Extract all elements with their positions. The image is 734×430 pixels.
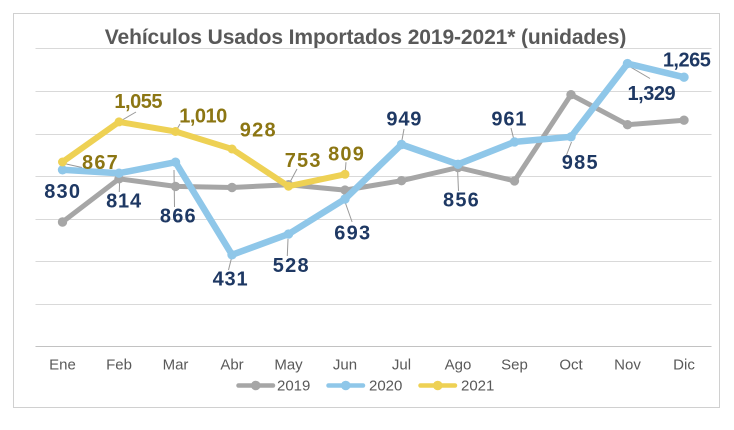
svg-text:856: 856 — [443, 189, 480, 211]
svg-text:Oct: Oct — [559, 357, 583, 374]
svg-text:830: 830 — [44, 181, 81, 203]
svg-text:Ene: Ene — [49, 357, 76, 374]
svg-text:1,329: 1,329 — [628, 83, 676, 105]
svg-text:867: 867 — [82, 152, 119, 174]
svg-text:985: 985 — [562, 152, 599, 174]
svg-text:528: 528 — [273, 255, 310, 277]
svg-text:809: 809 — [328, 143, 365, 165]
svg-text:Ago: Ago — [445, 357, 472, 374]
svg-text:814: 814 — [106, 190, 142, 212]
svg-text:928: 928 — [240, 120, 277, 142]
svg-text:Abr: Abr — [220, 357, 243, 374]
svg-text:1,265: 1,265 — [663, 50, 711, 72]
svg-text:961: 961 — [491, 108, 527, 130]
svg-text:866: 866 — [160, 205, 197, 227]
svg-text:693: 693 — [334, 222, 371, 244]
svg-text:2020: 2020 — [369, 378, 402, 395]
svg-text:949: 949 — [386, 108, 422, 130]
svg-text:Jul: Jul — [392, 357, 411, 374]
svg-text:Mar: Mar — [163, 357, 189, 374]
svg-text:Sep: Sep — [501, 357, 528, 374]
svg-text:Feb: Feb — [106, 357, 132, 374]
svg-text:753: 753 — [285, 150, 322, 172]
svg-text:May: May — [274, 357, 303, 374]
svg-text:2021: 2021 — [461, 378, 494, 395]
svg-text:1,010: 1,010 — [179, 105, 227, 127]
svg-text:2019: 2019 — [277, 378, 310, 395]
svg-text:1,055: 1,055 — [114, 91, 162, 113]
svg-text:431: 431 — [213, 268, 249, 290]
svg-text:Dic: Dic — [673, 357, 695, 374]
svg-text:Jun: Jun — [333, 357, 357, 374]
svg-text:Vehículos Usados Importados 20: Vehículos Usados Importados 2019-2021* (… — [105, 26, 626, 49]
svg-text:Nov: Nov — [614, 357, 641, 374]
